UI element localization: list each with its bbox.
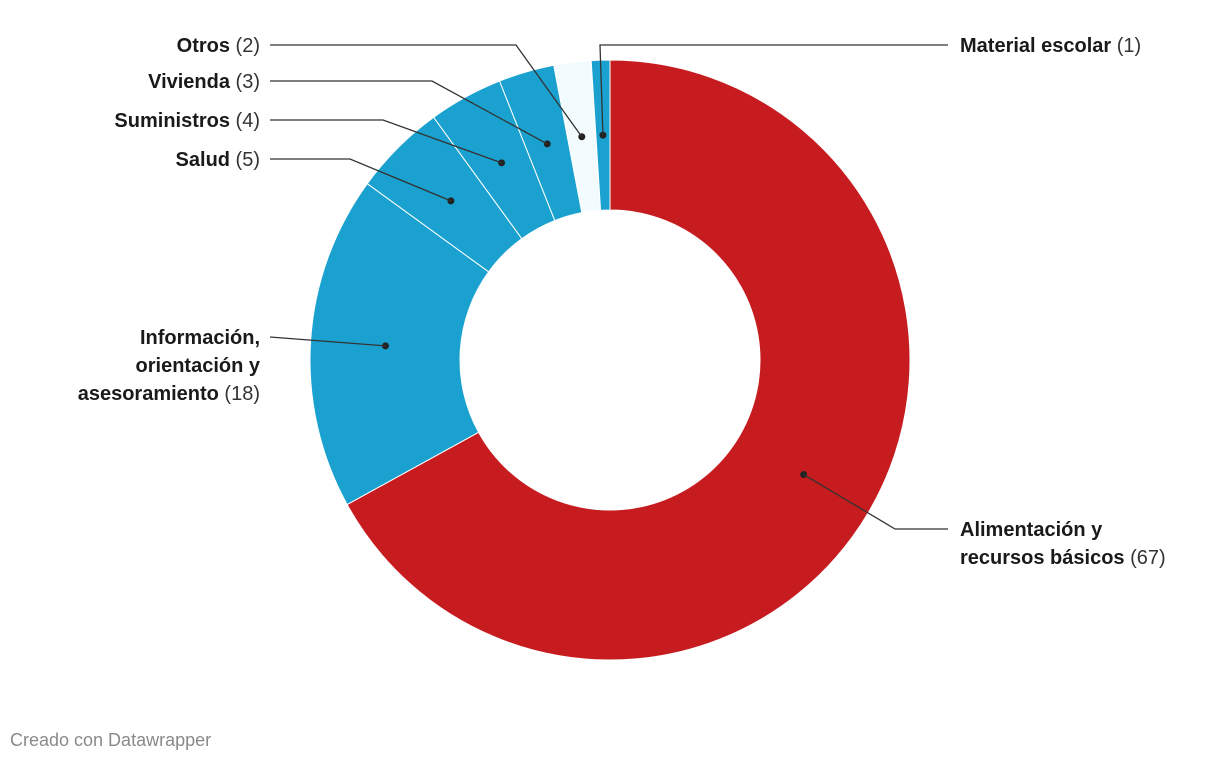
label-name-line: Otros [177, 35, 230, 57]
label-name-line: recursos básicos [960, 547, 1125, 569]
leader-line-vivienda [270, 80, 548, 145]
label-value: (67) [1125, 547, 1166, 569]
label-value: (2) [230, 35, 260, 57]
label-value: (18) [219, 383, 260, 405]
slices-group [309, 59, 911, 661]
leader-line-salud [270, 158, 452, 202]
label-value: (3) [230, 71, 260, 93]
leader-line-otros [270, 44, 583, 138]
leader-line-alimentacion-y-recursos-basicos [803, 473, 948, 530]
label-value: (4) [230, 110, 260, 132]
labels-group: Alimentación y recursos básicos (67) Infor… [78, 35, 1166, 569]
label-name-line: Material escolar [960, 35, 1111, 57]
leader-line-material-escolar [599, 44, 948, 136]
label-name-line: orientación y [136, 355, 261, 377]
label-informacion-orientacion-y-asesoramiento: Información, orientación y asesoramiento (… [78, 327, 261, 405]
leader-line-informacion-orientacion-y-asesoramiento [269, 336, 386, 347]
leader-lines-group [269, 44, 948, 530]
label-name-line: Información, [140, 327, 260, 349]
slice-alimentacion-y-recursos-basicos[interactable] [346, 59, 911, 661]
label-suministros: Suministros (4) [114, 110, 260, 132]
leader-line-suministros [270, 119, 502, 164]
label-material-escolar: Material escolar (1) [960, 35, 1141, 57]
label-name-line: Alimentación y [960, 519, 1103, 541]
label-vivienda: Vivienda (3) [148, 71, 260, 93]
label-alimentacion-y-recursos-basicos: Alimentación y recursos básicos (67) [960, 519, 1166, 569]
slice-informacion-orientacion-y-asesoramiento[interactable] [309, 182, 490, 506]
label-value: (5) [230, 149, 260, 171]
credit-text: Creado con Datawrapper [10, 730, 212, 750]
label-otros: Otros (2) [177, 35, 260, 57]
label-name-line: Vivienda [148, 71, 231, 93]
label-salud: Salud (5) [176, 149, 260, 171]
label-name-line: Suministros [114, 110, 230, 132]
label-value: (1) [1111, 35, 1141, 57]
label-name-line: asesoramiento [78, 383, 219, 405]
label-name-line: Salud [176, 149, 230, 171]
